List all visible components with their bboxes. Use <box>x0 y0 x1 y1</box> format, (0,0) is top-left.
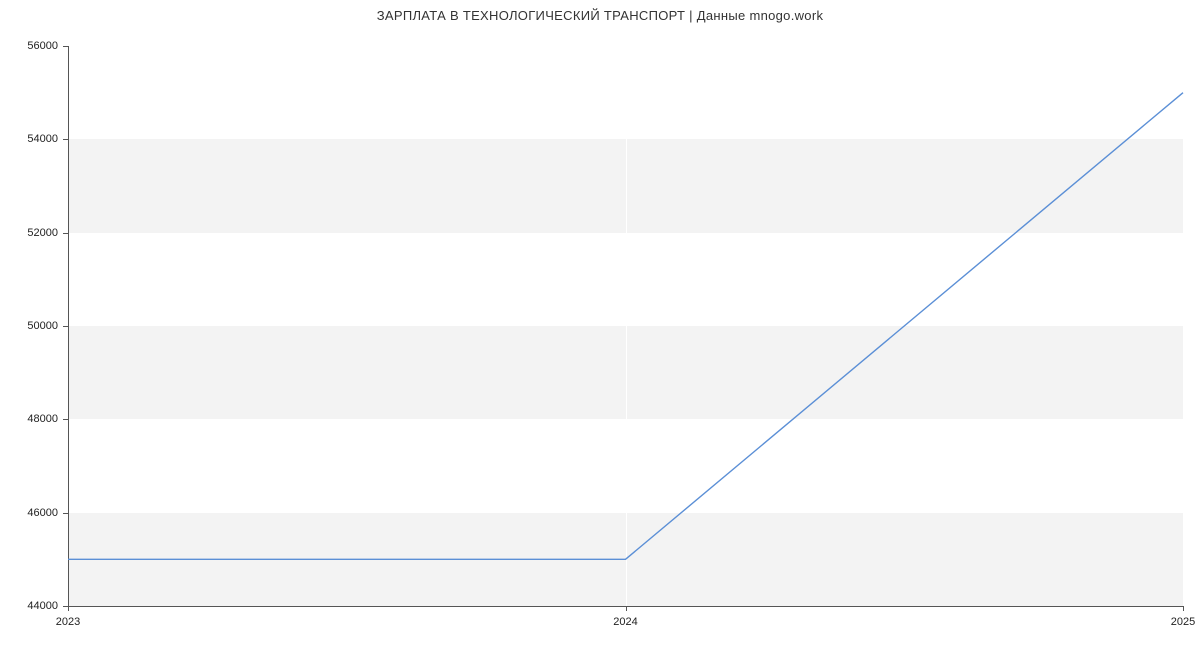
plot-area: 4400046000480005000052000540005600020232… <box>68 46 1183 606</box>
x-axis-line <box>68 606 1183 607</box>
chart-title: ЗАРПЛАТА В ТЕХНОЛОГИЧЕСКИЙ ТРАНСПОРТ | Д… <box>0 8 1200 23</box>
salary-chart: ЗАРПЛАТА В ТЕХНОЛОГИЧЕСКИЙ ТРАНСПОРТ | Д… <box>0 0 1200 650</box>
x-tick-label: 2024 <box>613 616 637 628</box>
y-tick-label: 54000 <box>27 133 58 145</box>
x-tick-label: 2025 <box>1171 616 1195 628</box>
x-tick-mark <box>1183 606 1184 611</box>
line-series <box>68 46 1183 606</box>
y-tick-label: 50000 <box>27 320 58 332</box>
y-tick-label: 56000 <box>27 40 58 52</box>
y-tick-label: 44000 <box>27 600 58 612</box>
y-tick-label: 52000 <box>27 227 58 239</box>
y-tick-label: 48000 <box>27 413 58 425</box>
x-tick-label: 2023 <box>56 616 80 628</box>
y-tick-label: 46000 <box>27 507 58 519</box>
